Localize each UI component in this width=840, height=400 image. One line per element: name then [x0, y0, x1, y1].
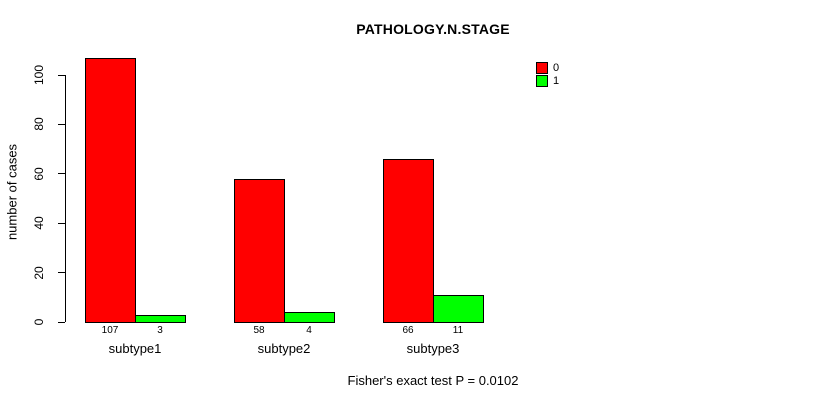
bar-subtype3-series-1: [433, 294, 484, 323]
bar-value-label: 11: [452, 325, 464, 336]
bar-value-label: 4: [306, 325, 312, 336]
x-category-label: subtype1: [108, 341, 162, 356]
bar-subtype1-series-1: [135, 314, 186, 323]
legend-swatch-0: [536, 62, 548, 74]
bar-subtype3-series-0: [383, 158, 434, 323]
y-tick-label: 60: [32, 167, 46, 181]
chart-title: PATHOLOGY.N.STAGE: [356, 21, 510, 37]
y-tick: [58, 74, 65, 76]
y-tick: [58, 321, 65, 323]
y-tick: [58, 173, 65, 175]
legend-item-1: 1: [536, 75, 559, 87]
annotation-fisher-test: Fisher's exact test P = 0.0102: [347, 373, 519, 388]
bar-subtype2-series-1: [284, 312, 335, 323]
y-tick-label: 80: [32, 117, 46, 132]
y-tick: [58, 272, 65, 274]
bar-value-label: 58: [253, 325, 265, 336]
bar-subtype1-series-0: [85, 57, 136, 323]
y-axis-line: [65, 75, 66, 322]
y-tick: [58, 222, 65, 224]
legend-label: 1: [553, 75, 560, 87]
legend-label: 0: [553, 62, 560, 74]
legend-item-0: 0: [536, 62, 559, 74]
bar-value-label: 107: [101, 325, 119, 336]
y-tick-label: 0: [32, 318, 46, 326]
x-category-label: subtype3: [406, 341, 460, 356]
y-tick-label: 20: [32, 265, 46, 280]
bar-value-label: 3: [157, 325, 163, 336]
y-tick-label: 100: [32, 64, 46, 86]
y-tick: [58, 123, 65, 125]
x-category-label: subtype2: [257, 341, 311, 356]
y-tick-label: 40: [32, 216, 46, 230]
bar-value-label: 66: [402, 325, 414, 336]
legend-swatch-1: [536, 75, 548, 87]
bar-subtype2-series-0: [234, 178, 285, 323]
